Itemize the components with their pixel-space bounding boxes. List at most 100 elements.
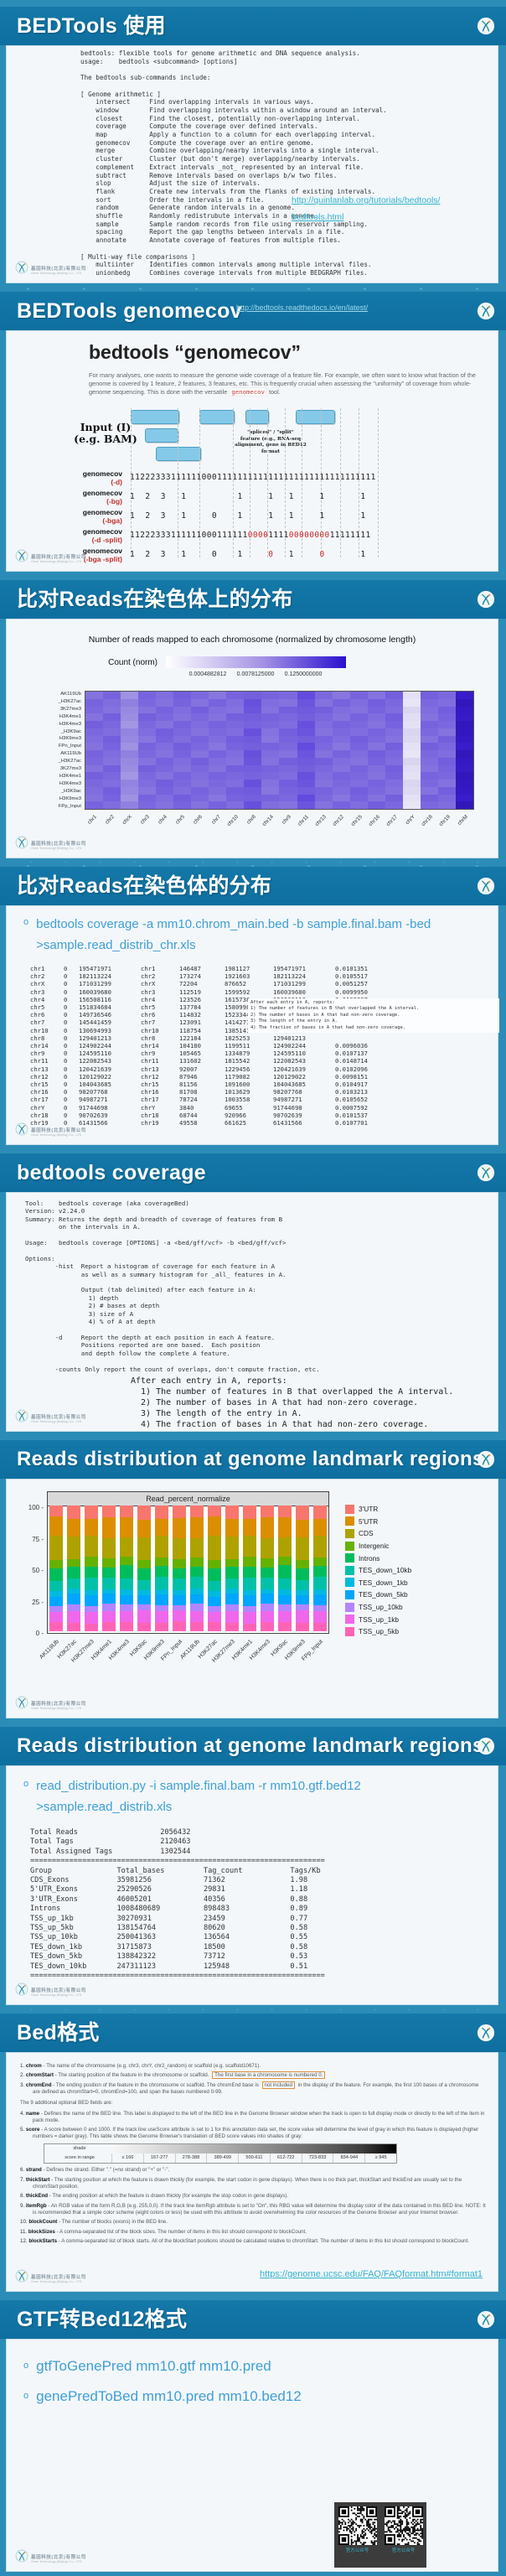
bar-segment [295,1537,309,1561]
coverage-cell: 0.0051257 [335,980,368,988]
heatmap-cell [173,692,192,699]
legend-item: TSS_up_1kb [345,1613,411,1625]
heatmap-cell [297,801,315,809]
bar-segment [67,1537,81,1560]
bar-segment [242,1594,256,1606]
field-number: 2. [20,2072,26,2078]
heatmap-cell [244,765,262,773]
heatmap-cell [297,692,315,699]
bar-segment [207,1559,221,1568]
coverage-cell: 81708 [179,1088,198,1096]
heatmap-cell [279,801,297,809]
bar-segment [102,1578,116,1589]
dashed-guide-line [340,408,341,557]
heatmap-cell [420,735,438,744]
heatmap-cell [209,721,227,728]
bar-segment [102,1604,116,1611]
heatmap-cell [138,692,157,699]
heatmap-cell [156,728,174,736]
brand-logo-icon [477,877,495,895]
heatmap-cell [121,786,139,795]
field-number: 11. [20,2228,28,2235]
brand-logo-icon [477,1164,495,1182]
coverage-cell: 0.0102096 [335,1065,368,1073]
heatmap-cell [455,794,473,802]
bed-field-item: 11. blockSizes - A comma-separated list … [20,2228,307,2235]
coverage-cell: 69655 [225,1103,243,1112]
bar-segment [67,1623,81,1631]
bar-segment [155,1623,169,1631]
bar-segment [67,1519,81,1537]
heatmap-cell [191,801,209,809]
coverage-row: chr19 0 61431566 chr19 49558 661625 61431566 0.… [30,1119,394,1127]
company-name-en: Gene Technology (Beijing) Co., LTD [31,1706,82,1710]
barchart-plot [47,1506,329,1634]
genomecov-row-label: genomecov (-d) [82,469,122,486]
shade-row: shade [44,2144,396,2154]
slide4-header: 比对Reads在染色体的分布 [0,867,506,905]
barchart-y-axis: 0 - 25 - 50 - 75 - 100 - [20,1504,44,1637]
coverage-cell: 0 [64,1119,68,1127]
coverage-cell: chr10 [30,1026,49,1034]
field-number: 4. [20,2110,26,2117]
company-name: 基因科技(北京)有限公司 Gene Technology (Beijing) Co… [31,553,86,563]
bar-segment [102,1621,116,1631]
heatmap-cell [173,794,192,802]
bar-segment [189,1604,204,1611]
tutorial-link-line1[interactable]: http://quinlanlab.org/tutorials/bedtools… [292,195,441,205]
bar-segment [137,1604,152,1611]
heatmap-cell [261,757,280,765]
heatmap-row-label: 3K27me3 [59,706,81,712]
heatmap-cell [437,801,456,809]
heatmap-cell [173,743,192,750]
genomecov-row-label: genomecov (-d -split) [82,527,122,544]
heatmap-cell [209,757,227,765]
bar-segment [49,1580,64,1592]
heatmap-cell [332,780,350,787]
heatmap-cell [437,692,456,699]
heatmap-cell [437,698,456,707]
dashed-guide-line [321,408,322,557]
heatmap-cell [103,780,121,787]
read-interval-box [296,410,335,424]
heatmap-cell [121,780,139,787]
footer-logo: 基因科技(北京)有限公司 Gene Technology (Beijing) Co… [15,1409,86,1427]
bar-segment [295,1506,309,1520]
field-name: strand [25,2167,42,2173]
read-distribution-command-bullet: o read_distribution.py -i sample.final.b… [23,1776,486,1818]
heatmap-cell [173,698,192,707]
y-tick-label: 100 - [28,1504,44,1511]
coverage-cell: chr15 [30,1081,49,1089]
coverage-cell: 0 [64,1018,68,1027]
bed-field-item: 2. chromStart - The starting position of… [20,2071,486,2079]
bar-segment [189,1517,204,1538]
heatmap-cell [173,750,192,758]
coverage-cell: 91744698 [79,1103,108,1112]
coverage-cell: 0 [64,980,68,988]
heatmap-cell [279,721,297,728]
coverage-cell: chr18 [141,1111,159,1119]
heatmap-cell [121,765,139,773]
slide5-header: bedtools coverage [0,1153,506,1192]
ucsc-format-link[interactable]: https://genome.ucsc.edu/FAQ/FAQformat.ht… [260,2269,483,2279]
heatmap-cell [314,698,333,707]
field-name: thickStart [25,2176,50,2183]
company-logo-icon [15,1122,28,1140]
stacked-bar [102,1506,116,1633]
heatmap-cell [156,772,174,780]
slide8-content: 1. chrom - The name of the chromosome (e… [6,2052,498,2292]
coverage-cell: chr3 [141,987,156,996]
coverage-cell: 72204 [179,980,198,988]
diagram-split-note: "spliced" / "split" feature (e.g., RNA-s… [235,430,307,454]
bar-segment [225,1589,239,1594]
bar-segment [173,1538,187,1559]
heatmap-cell [138,794,157,802]
bar-segment [67,1589,81,1594]
tutorial-link-line2[interactable]: bedtools.html [292,212,344,222]
stacked-bar [155,1506,169,1633]
bedtools-docs-link[interactable]: http://bedtools.readthedocs.io/en/latest… [236,303,369,312]
heatmap-cell [244,713,262,721]
heatmap-cell [385,765,403,773]
coverage-cell: 0.0105517 [335,972,368,981]
coverage-cell: chr5 [30,1003,45,1012]
